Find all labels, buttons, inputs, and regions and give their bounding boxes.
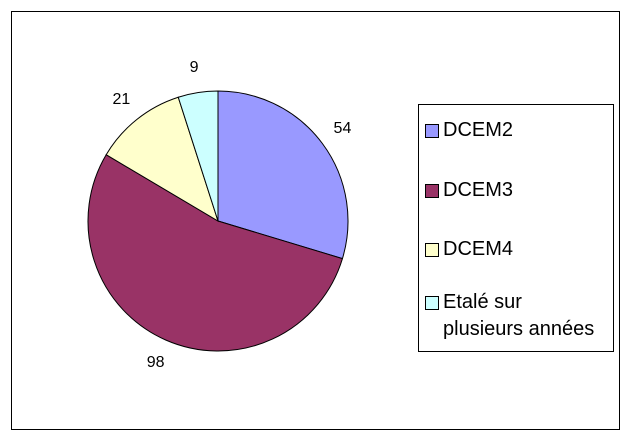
legend-item: DCEM3 bbox=[425, 177, 603, 204]
legend-label: DCEM4 bbox=[443, 238, 514, 260]
legend: DCEM2 DCEM3 DCEM4 Etalé sur plusieurs année… bbox=[418, 104, 614, 352]
legend-label: DCEM2 bbox=[443, 119, 514, 141]
pie-slice bbox=[87, 154, 344, 352]
data-label: 21 bbox=[112, 91, 130, 108]
chart-border bbox=[11, 11, 620, 430]
pie-slice bbox=[177, 90, 219, 222]
pie-slice bbox=[105, 96, 219, 223]
legend-swatch bbox=[425, 296, 439, 310]
legend-label: Etalé sur plusieurs années bbox=[443, 291, 595, 340]
legend-item: Etalé sur plusieurs années bbox=[425, 289, 603, 343]
data-label: 54 bbox=[334, 120, 352, 137]
legend-swatch bbox=[425, 243, 439, 257]
data-label: 98 bbox=[147, 354, 165, 371]
legend-swatch bbox=[425, 184, 439, 198]
data-label: 9 bbox=[190, 59, 199, 76]
legend-swatch bbox=[425, 124, 439, 138]
legend-item: DCEM4 bbox=[425, 236, 603, 263]
pie-slice bbox=[217, 90, 349, 260]
legend-label: DCEM3 bbox=[443, 179, 514, 201]
legend-item: DCEM2 bbox=[425, 117, 603, 144]
